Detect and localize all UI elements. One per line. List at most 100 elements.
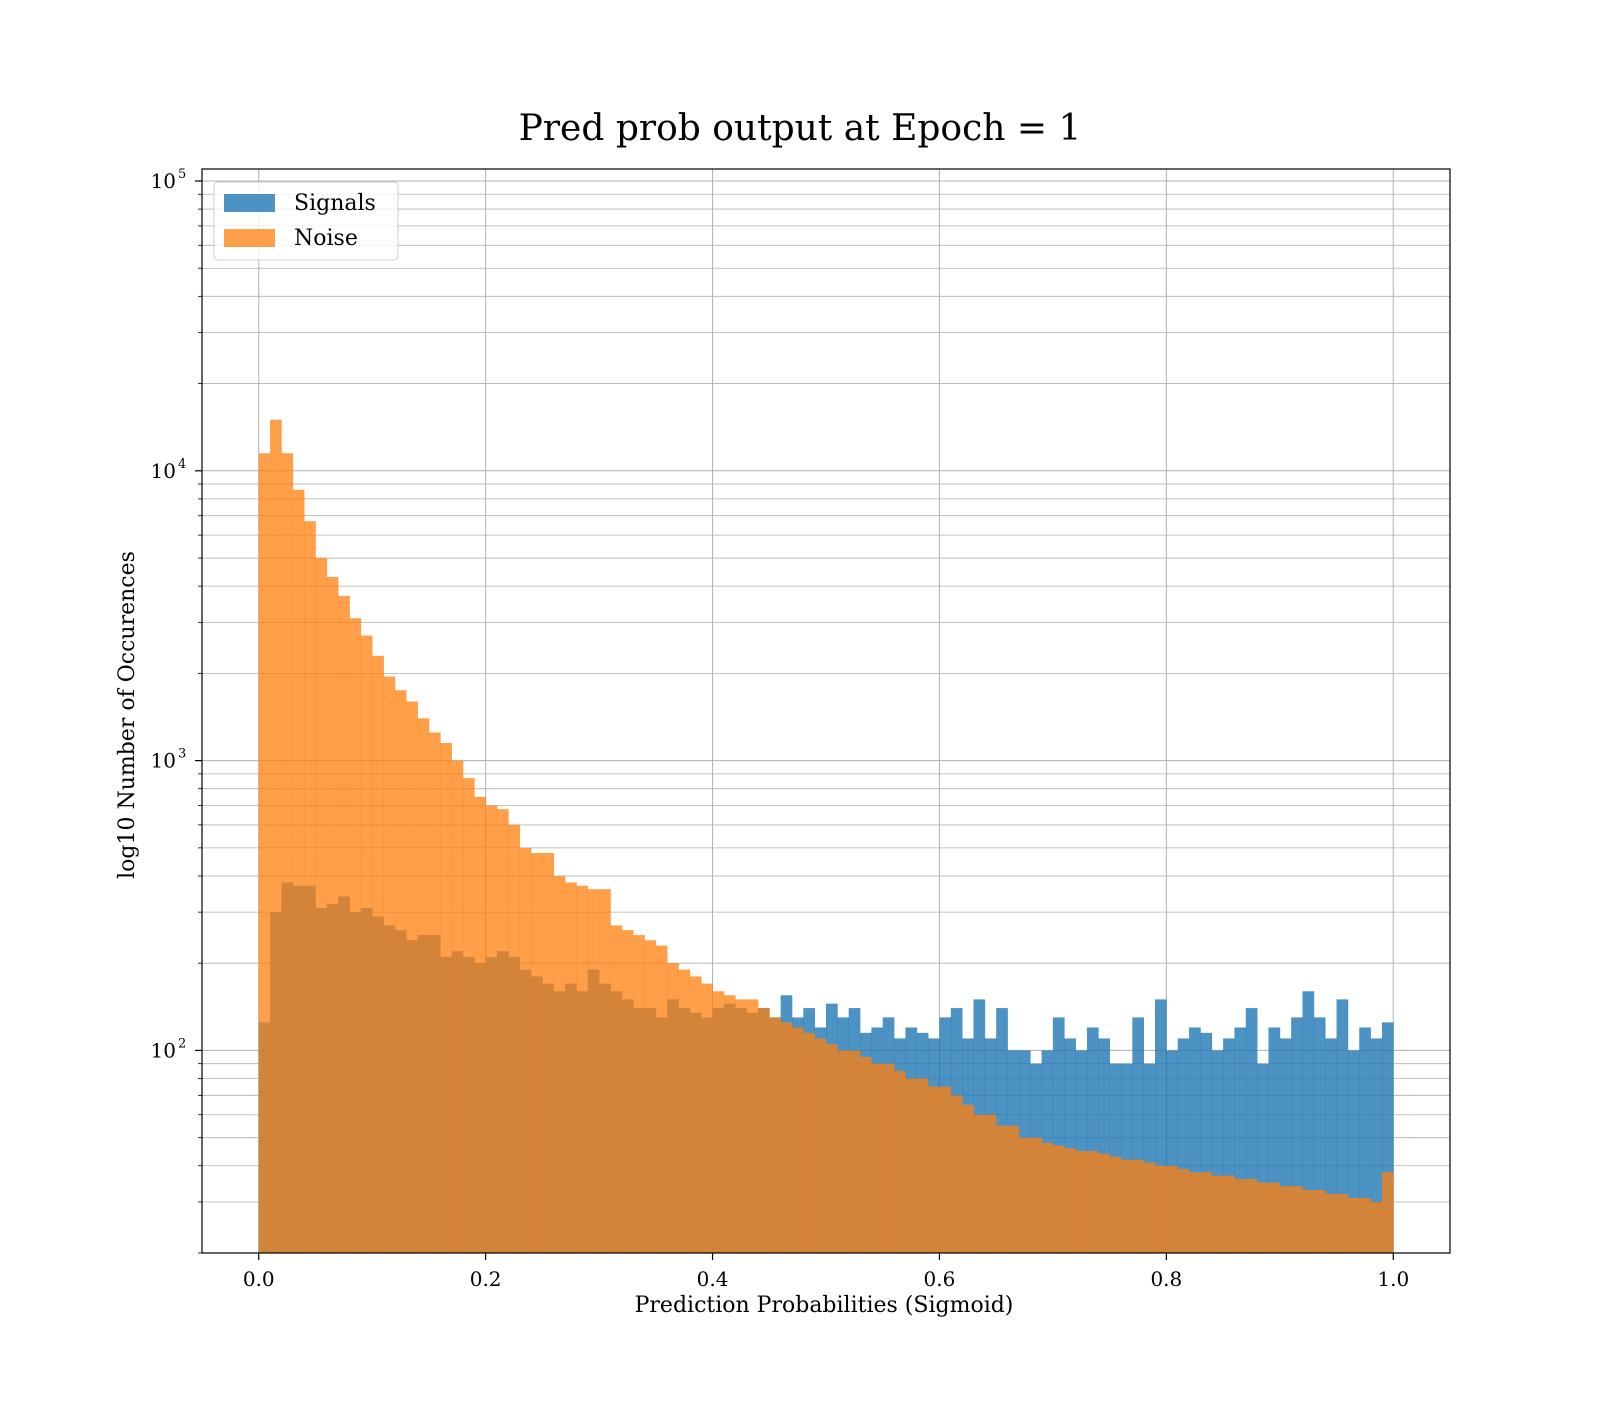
y-tick-label: 10 — [151, 749, 176, 773]
bar-noise — [1030, 1137, 1042, 1253]
bar-signals — [1177, 1038, 1190, 1253]
bar-noise — [508, 824, 521, 1253]
bar-signals — [1336, 999, 1349, 1253]
bar-noise — [769, 1017, 781, 1253]
bar-noise — [984, 1114, 997, 1253]
bar-noise — [610, 925, 623, 1253]
bar-signals — [1234, 1027, 1247, 1253]
bar-noise — [1291, 1186, 1303, 1253]
bar-signals — [1223, 1038, 1235, 1253]
bar-noise — [417, 718, 430, 1253]
bar-signals — [1086, 1027, 1099, 1253]
bar-signals — [1302, 991, 1315, 1253]
y-axis-label: log10 Number of Occurences — [115, 551, 140, 879]
bar-noise — [905, 1078, 918, 1253]
bar-noise — [440, 743, 452, 1253]
bar-noise — [496, 809, 509, 1253]
bar-noise — [553, 875, 566, 1253]
bar-noise — [723, 995, 736, 1253]
bar-noise — [360, 635, 373, 1253]
bar-noise — [735, 999, 747, 1253]
bar-noise — [1313, 1189, 1326, 1253]
bar-noise — [1245, 1179, 1258, 1253]
bar-noise — [519, 847, 532, 1253]
bar-noise — [1177, 1168, 1190, 1253]
bar-signals — [1143, 1063, 1156, 1253]
bar-noise — [1279, 1186, 1292, 1253]
bar-noise — [462, 778, 475, 1253]
bar-noise — [757, 1008, 770, 1253]
bar-noise — [871, 1063, 884, 1253]
bar-noise — [894, 1070, 906, 1253]
bar-signals — [1189, 1027, 1201, 1253]
bar-noise — [1325, 1193, 1337, 1253]
bar-noise — [1347, 1197, 1360, 1253]
bar-signals — [1200, 1032, 1213, 1253]
bar-noise — [1086, 1150, 1099, 1253]
bar-noise — [576, 885, 589, 1253]
bar-noise — [1155, 1165, 1167, 1253]
bar-noise — [655, 945, 668, 1253]
bar-noise — [587, 889, 600, 1253]
bar-noise — [1257, 1182, 1269, 1253]
bar-noise — [803, 1032, 816, 1253]
plot-frame — [201, 168, 1451, 1254]
bar-noise — [1098, 1153, 1110, 1253]
bar-noise — [1359, 1197, 1371, 1253]
y-tick-exponent: 4 — [178, 457, 186, 472]
bar-noise — [996, 1125, 1008, 1253]
bar-noise — [939, 1086, 952, 1253]
bar-noise — [950, 1095, 963, 1253]
bar-noise — [485, 805, 498, 1253]
bar-signals — [1132, 1017, 1145, 1253]
bar-noise — [1041, 1142, 1054, 1253]
bar-signals — [1313, 1017, 1326, 1253]
bar-noise — [1143, 1162, 1156, 1253]
bar-noise — [281, 453, 294, 1253]
bar-noise — [428, 732, 441, 1253]
bar-noise — [394, 690, 407, 1253]
x-tick-label: 0.4 — [697, 1267, 729, 1291]
legend-swatch-noise — [224, 229, 275, 247]
bar-noise — [1120, 1159, 1133, 1253]
bar-noise — [599, 889, 611, 1253]
bar-signals — [1064, 1038, 1076, 1253]
y-tick-label: 10 — [151, 459, 176, 483]
bar-noise — [1302, 1189, 1315, 1253]
bar-noise — [1075, 1150, 1088, 1253]
bar-noise — [916, 1078, 929, 1253]
bar-noise — [689, 976, 702, 1253]
bar-noise — [701, 983, 713, 1253]
bar-noise — [1166, 1165, 1179, 1253]
bar-signals — [1359, 1027, 1371, 1253]
bar-noise — [826, 1044, 838, 1253]
bar-noise — [338, 595, 350, 1253]
bar-noise — [1200, 1172, 1213, 1253]
bar-noise — [1064, 1148, 1076, 1253]
bar-noise — [1018, 1137, 1031, 1253]
bar-signals — [1347, 1050, 1360, 1253]
bar-noise — [474, 796, 486, 1253]
bar-noise — [621, 930, 634, 1253]
bar-signals — [1211, 1050, 1224, 1253]
x-tick-label: 0.0 — [243, 1267, 275, 1291]
bar-noise — [349, 618, 362, 1253]
bar-noise — [633, 935, 645, 1253]
bar-noise — [712, 991, 725, 1253]
x-tick-label: 1.0 — [1377, 1267, 1409, 1291]
bar-signals — [1381, 1022, 1394, 1253]
bar-signals — [1268, 1027, 1281, 1253]
legend-label-noise: Noise — [294, 226, 358, 251]
bar-noise — [383, 676, 396, 1253]
bar-signals — [1257, 1063, 1269, 1253]
bar-noise — [882, 1063, 895, 1253]
bar-noise — [973, 1114, 986, 1253]
bar-noise — [746, 999, 759, 1253]
bar-signals — [1245, 1008, 1258, 1253]
bar-noise — [1211, 1175, 1224, 1253]
bar-noise — [1109, 1156, 1122, 1253]
bar-signals — [1155, 999, 1167, 1253]
bar-noise — [1189, 1172, 1201, 1253]
bar-noise — [1336, 1193, 1349, 1253]
